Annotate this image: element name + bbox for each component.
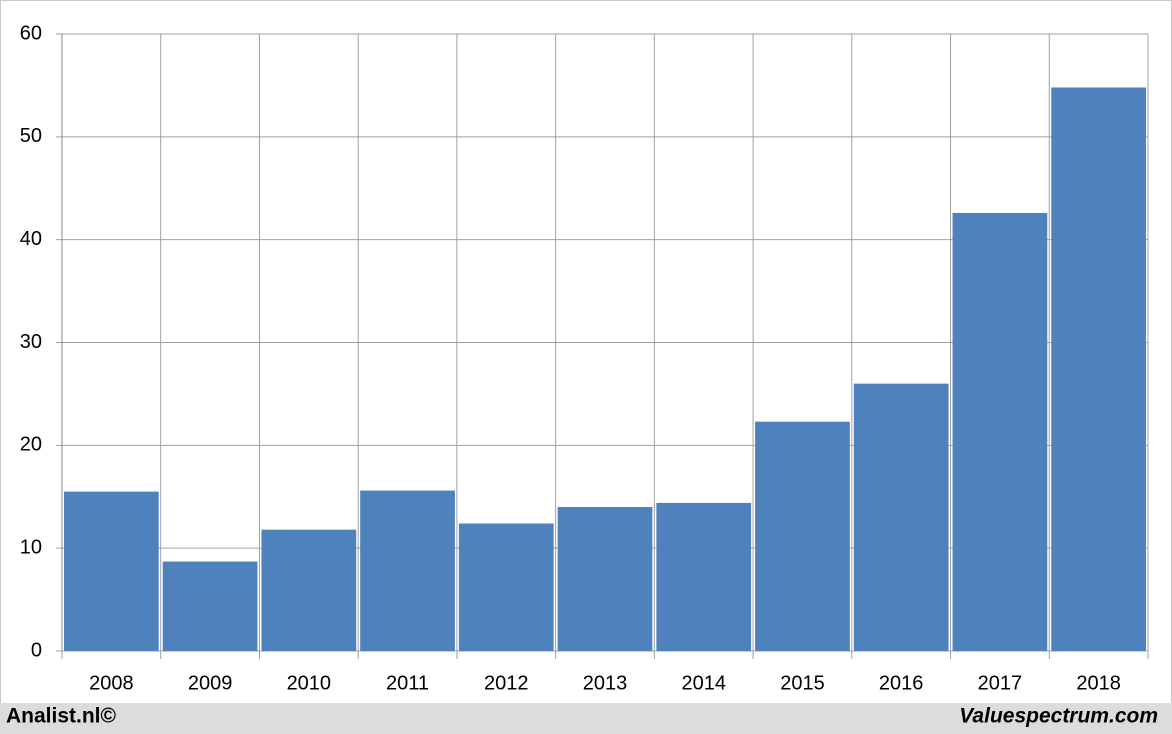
y-tick-label: 10 [20,536,42,558]
x-tick-label: 2013 [583,672,628,694]
x-tick-label: 2017 [978,672,1023,694]
x-tick-label: 2008 [89,672,134,694]
y-tick-label: 40 [20,228,42,250]
bar [261,529,357,651]
x-tick-label: 2012 [484,672,529,694]
bar [360,490,455,651]
x-tick-label: 2018 [1076,672,1121,694]
x-tick-label: 2014 [681,672,726,694]
x-tick-label: 2011 [386,672,429,694]
y-tick-label: 30 [20,331,42,353]
x-tick-label: 2016 [879,672,924,694]
bar [64,491,159,651]
y-tick-label: 20 [20,434,42,456]
bar [853,383,949,651]
x-tick-label: 2015 [780,672,825,694]
bar [162,561,258,651]
y-tick-label: 0 [31,639,42,661]
bar [557,507,653,651]
footer-band [0,703,1172,734]
bar [755,421,850,651]
bar [458,523,554,651]
x-tick-label: 2009 [188,672,233,694]
source-right: Valuespectrum.com [959,705,1158,728]
x-tick-label: 2010 [287,672,332,694]
y-tick-label: 60 [20,22,42,44]
bar [656,502,752,651]
source-left: Analist.nl© [6,705,117,728]
y-tick-label: 50 [20,125,42,147]
bar [952,212,1048,651]
bar [1051,87,1146,652]
